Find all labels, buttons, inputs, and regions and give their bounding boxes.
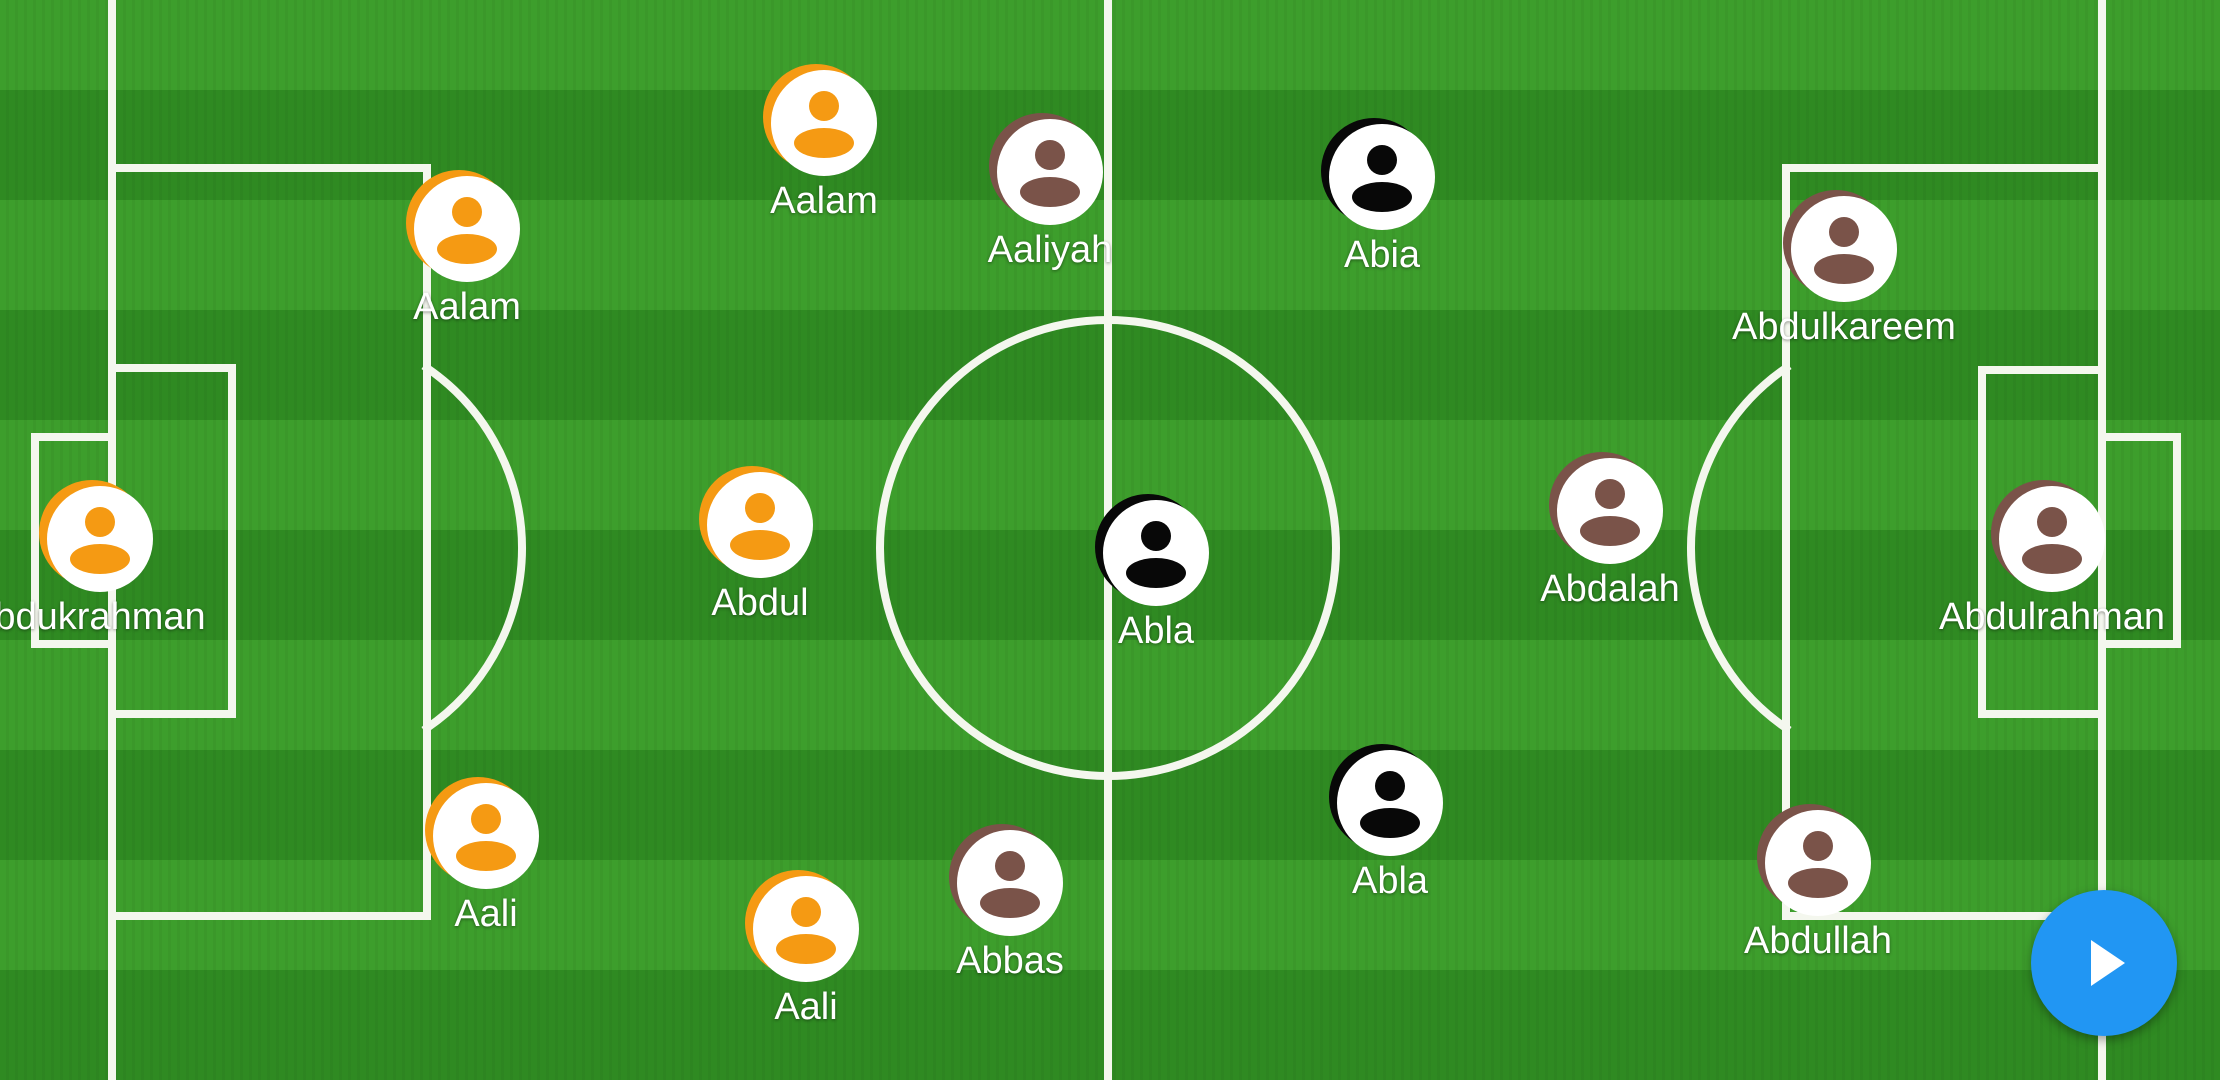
player-name: Abla [1117,610,1195,652]
player-avatar-icon [39,480,153,592]
player-avatar-icon [1991,480,2105,592]
left-penalty-arc [421,362,526,734]
player-away-d2[interactable]: Abdullah [1688,804,1948,963]
player-name: Abdalah [1540,568,1680,610]
player-avatar-icon [406,170,520,282]
player-name: bdukrahman [0,596,206,638]
player-avatar-icon [949,824,1063,936]
player-name: Abdulkareem [1732,306,1956,348]
right-goal-area [1978,366,2106,718]
player-home-gk[interactable]: bdukrahman [0,480,230,639]
player-away-f2[interactable]: Abbas [880,824,1140,983]
player-name: Aali [454,893,518,935]
player-avatar-icon [1321,118,1435,230]
player-avatar-icon [1095,494,1209,606]
player-avatar-icon [1757,804,1871,916]
player-name: Aaliyah [987,229,1113,271]
centre-circle [876,316,1340,780]
player-neutral-top[interactable]: Abia [1252,118,1512,277]
right-penalty-arc [1687,362,1792,734]
play-button[interactable] [2031,890,2177,1036]
player-name: Aalam [770,180,878,222]
player-avatar-icon [989,113,1103,225]
player-avatar-icon [1783,190,1897,302]
player-name: Abia [1343,234,1421,276]
player-avatar-icon [745,870,859,982]
player-home-m3[interactable]: Aali [676,870,936,1029]
player-home-d1[interactable]: Aalam [337,170,597,329]
player-away-m1[interactable]: Abdalah [1480,452,1740,611]
player-home-d2[interactable]: Aali [356,777,616,936]
player-away-gk[interactable]: Abdulrahman [1922,480,2182,639]
player-name: Aali [774,986,838,1028]
left-goal [31,433,116,648]
player-away-d1[interactable]: Abdulkareem [1714,190,1974,349]
left-penalty-box [108,164,431,920]
player-neutral-bottom[interactable]: Abla [1260,744,1520,903]
player-name: Abla [1351,860,1429,902]
player-avatar-icon [1329,744,1443,856]
player-home-m1[interactable]: Aalam [694,64,954,223]
player-avatar-icon [1549,452,1663,564]
play-icon [2091,940,2125,986]
player-avatar-icon [425,777,539,889]
player-name: Abdullah [1744,920,1892,962]
player-avatar-icon [763,64,877,176]
player-name: Aalam [413,286,521,328]
player-away-f1[interactable]: Aaliyah [920,113,1180,272]
player-home-m2[interactable]: Abdul [630,466,890,625]
right-goal [2098,433,2181,648]
player-name: Abdulrahman [1938,596,2166,638]
player-name: Abdul [711,582,809,624]
right-penalty-box [1782,164,2106,920]
player-name: Abbas [956,940,1064,982]
player-neutral-center[interactable]: Abla [1026,494,1286,653]
player-avatar-icon [699,466,813,578]
left-goal-area [108,364,236,718]
